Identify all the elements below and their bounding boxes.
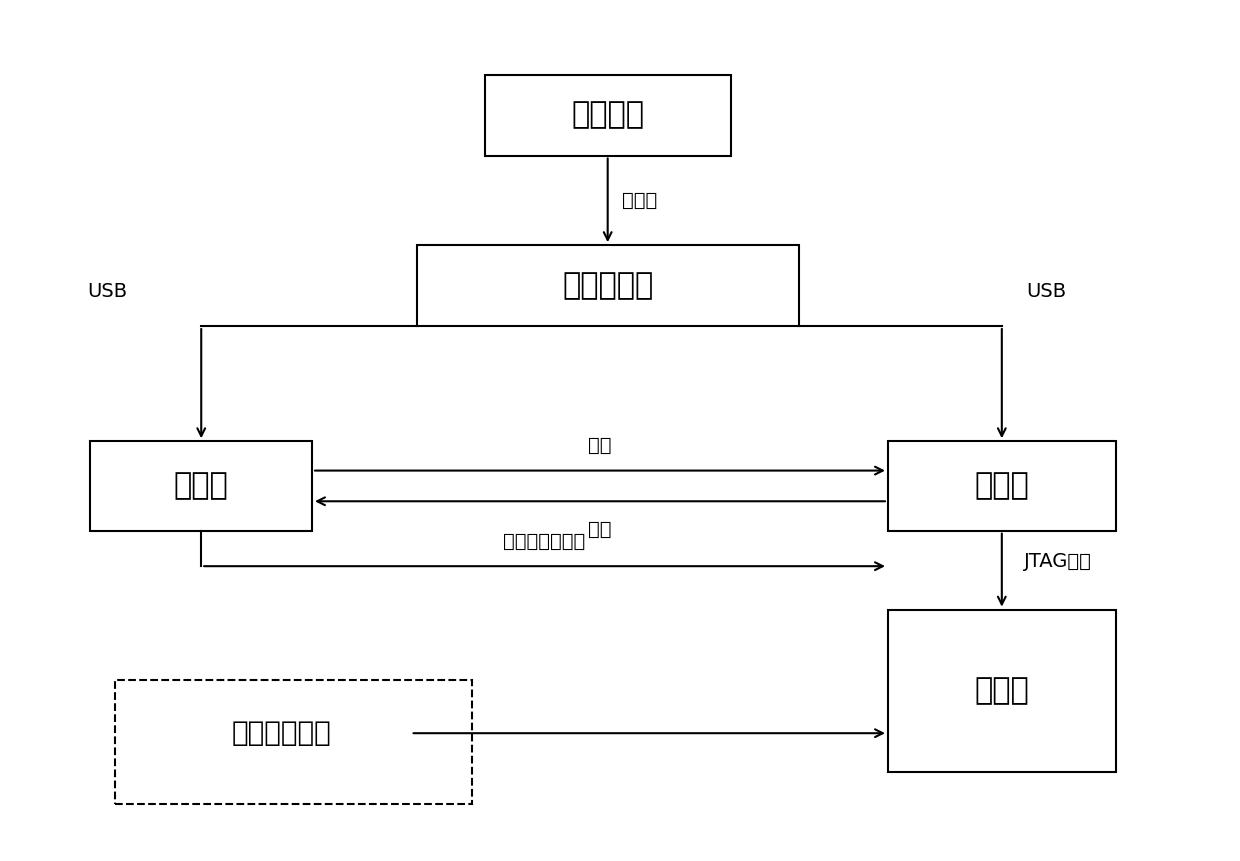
Text: 目标板: 目标板: [975, 676, 1029, 705]
Text: 测试机: 测试机: [975, 472, 1029, 500]
Bar: [888, 610, 1116, 771]
Text: 传感器: 传感器: [622, 191, 657, 210]
Text: 上位机: 上位机: [174, 472, 228, 500]
Text: JTAG接口: JTAG接口: [1024, 552, 1092, 571]
Text: 串口: 串口: [588, 520, 611, 539]
Text: 建模、代码生成: 建模、代码生成: [503, 532, 585, 551]
Text: 串口: 串口: [588, 437, 611, 455]
Bar: [417, 245, 799, 326]
Text: 被测车辆: 被测车辆: [572, 101, 645, 129]
Text: 数据采集板: 数据采集板: [562, 271, 653, 300]
Text: 实时操作系统: 实时操作系统: [232, 719, 331, 747]
Text: USB: USB: [1027, 282, 1066, 301]
Bar: [91, 441, 312, 530]
Text: USB: USB: [87, 282, 128, 301]
Bar: [485, 75, 730, 156]
Bar: [115, 680, 472, 803]
Bar: [888, 441, 1116, 530]
Bar: [153, 695, 410, 771]
